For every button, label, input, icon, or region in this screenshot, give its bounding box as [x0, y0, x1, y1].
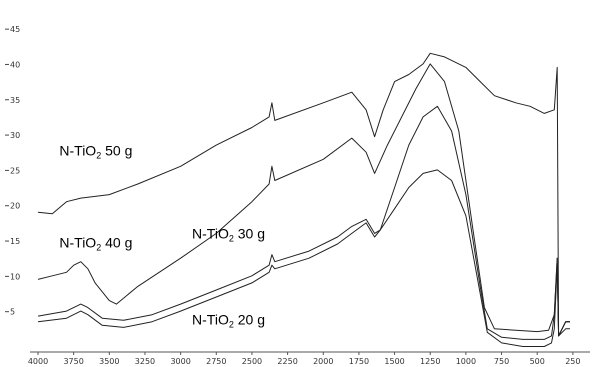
series-label-1: N-TiO2 50 g: [59, 143, 132, 161]
series-line-4: [37, 169, 570, 347]
series-line-3: [37, 105, 570, 340]
x-tick-label: 1500: [384, 357, 404, 366]
series-label-3: N-TiO2 30 g: [192, 225, 265, 243]
y-tick-label: 35: [10, 96, 20, 105]
x-tick-label: 2000: [313, 357, 333, 366]
axes: 4000 3750 3500 3250 3000 2750 2500 2250 2000 1750…: [5, 25, 590, 366]
x-tick-label: 2500: [242, 357, 262, 366]
x-tick-label: 3500: [99, 357, 119, 366]
y-tick-label: 5: [10, 308, 15, 317]
x-tick-label: 2750: [206, 357, 226, 366]
x-tick-label: 500: [530, 357, 545, 366]
y-tick-label: 40: [10, 60, 20, 69]
y-tick-label: 20: [10, 202, 20, 211]
x-tick-label: 2250: [277, 357, 297, 366]
y-tick-label: 25: [10, 166, 20, 175]
y-tick-label: 45: [10, 25, 20, 34]
series-label-4: N-TiO2 20 g: [192, 312, 265, 330]
x-tick-label: 3250: [135, 357, 155, 366]
x-tick-label: 1750: [349, 357, 369, 366]
y-tick-label: 30: [10, 131, 20, 140]
y-tick-label: 10: [10, 272, 20, 281]
series-group: [37, 52, 570, 347]
x-tick-label: 750: [494, 357, 509, 366]
x-tick-label: 1000: [456, 357, 476, 366]
series-label-2: N-TiO2 40 g: [59, 235, 132, 253]
series-labels: N-TiO2 50 g N-TiO2 40 g N-TiO2 30 g N-TiO2 …: [59, 143, 265, 330]
x-tick-label: 4000: [28, 357, 48, 366]
x-tick-label: 3750: [63, 357, 83, 366]
series-line-1: [37, 52, 570, 337]
x-tick-label: 1250: [420, 357, 440, 366]
y-tick-label: 15: [10, 237, 20, 246]
series-line-2: [37, 63, 570, 337]
x-tick-label: 250: [565, 357, 580, 366]
x-tick-label: 3000: [170, 357, 190, 366]
